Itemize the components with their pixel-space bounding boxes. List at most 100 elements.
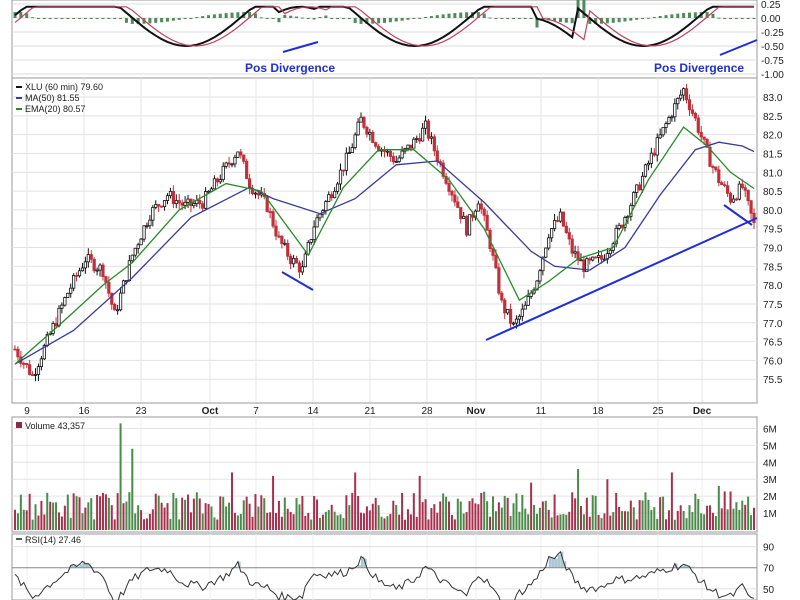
volume-bar bbox=[500, 507, 503, 530]
candle-body bbox=[608, 249, 612, 255]
volume-bar bbox=[735, 502, 738, 530]
candle-body bbox=[168, 190, 173, 197]
volume-bar bbox=[292, 514, 295, 530]
candle-body bbox=[731, 198, 736, 203]
candle-body bbox=[42, 345, 46, 360]
volume-bar bbox=[538, 507, 541, 530]
volume-bar bbox=[22, 509, 25, 530]
candle-body bbox=[294, 258, 299, 264]
osc-histogram-bar bbox=[676, 13, 680, 18]
candle-body bbox=[514, 318, 519, 324]
volume-bar bbox=[430, 508, 433, 530]
trendline-support bbox=[485, 217, 758, 341]
legend-label: EMA(20) 80.57 bbox=[25, 104, 86, 114]
legend-label: RSI(14) 27.46 bbox=[25, 535, 81, 545]
volume-bar bbox=[744, 504, 747, 530]
candle-body bbox=[72, 274, 76, 289]
osc-histogram-bar bbox=[318, 16, 322, 18]
candle-body bbox=[165, 195, 170, 201]
candle-body bbox=[239, 151, 243, 156]
osc-histogram-bar bbox=[324, 15, 328, 18]
osc-histogram-bar bbox=[435, 15, 439, 18]
candle-body bbox=[743, 187, 747, 191]
rsi-legend: RSI(14) 27.46 bbox=[16, 535, 81, 545]
osc-histogram-bar bbox=[482, 13, 486, 18]
candle-body bbox=[673, 103, 677, 118]
candle-body bbox=[206, 190, 211, 193]
volume-bar bbox=[571, 492, 574, 530]
osc-histogram-bar bbox=[588, 18, 592, 24]
rsi-ytick-label: 90 bbox=[763, 543, 775, 554]
candle-body bbox=[746, 189, 750, 202]
candle-body bbox=[494, 255, 498, 269]
volume-bar bbox=[474, 503, 477, 530]
volume-bar bbox=[621, 511, 624, 530]
osc-histogram-bar bbox=[119, 18, 123, 19]
osc-histogram-bar bbox=[171, 18, 175, 21]
volume-bar bbox=[533, 504, 536, 530]
volume-bar bbox=[163, 507, 166, 530]
volume-bar bbox=[137, 505, 140, 530]
volume-bar bbox=[25, 510, 28, 530]
osc-histogram-bar bbox=[195, 17, 199, 19]
osc-histogram-bar bbox=[36, 18, 40, 19]
candle-body bbox=[511, 322, 516, 325]
osc-histogram-bar bbox=[594, 18, 598, 24]
osc-histogram-bar bbox=[212, 14, 216, 18]
volume-bar bbox=[445, 496, 448, 530]
osc-ytick-label: -0.25 bbox=[761, 28, 784, 39]
osc-histogram-bar bbox=[359, 18, 363, 24]
rsi-line bbox=[14, 550, 755, 600]
volume-bar bbox=[612, 512, 615, 530]
candle-body bbox=[51, 323, 55, 334]
candle-body bbox=[57, 307, 61, 327]
osc-ytick-label: 0.25 bbox=[761, 0, 781, 11]
volume-bar bbox=[178, 519, 181, 530]
volume-bar bbox=[465, 512, 468, 530]
candle-body bbox=[508, 308, 513, 324]
volume-bar bbox=[562, 514, 565, 530]
volume-bar bbox=[383, 518, 386, 530]
volume-bar bbox=[688, 505, 691, 530]
candle-body bbox=[315, 217, 319, 228]
osc-histogram-bar bbox=[72, 18, 76, 19]
candle-body bbox=[365, 126, 369, 135]
volume-bar bbox=[404, 519, 407, 530]
osc-histogram-bar bbox=[752, 18, 756, 19]
volume-bar bbox=[506, 497, 509, 530]
volume-bar bbox=[717, 486, 720, 530]
volume-bar bbox=[450, 514, 453, 530]
candle-body bbox=[180, 202, 184, 206]
candle-body bbox=[423, 120, 428, 129]
volume-bar bbox=[653, 507, 656, 530]
candle-body bbox=[526, 296, 530, 306]
rsi-ytick-label: 70 bbox=[763, 564, 775, 575]
candle-body bbox=[236, 151, 240, 158]
osc-histogram-bar bbox=[611, 18, 615, 23]
volume-bar bbox=[272, 475, 275, 530]
volume-bar bbox=[629, 500, 632, 530]
volume-bar bbox=[365, 506, 368, 530]
osc-histogram-bar bbox=[60, 18, 64, 19]
volume-bar bbox=[225, 506, 228, 530]
osc-histogram-bar bbox=[271, 18, 275, 19]
osc-histogram-bar bbox=[277, 18, 281, 23]
volume-bar bbox=[650, 509, 653, 530]
candle-body bbox=[708, 146, 712, 167]
osc-histogram-bar bbox=[130, 18, 134, 24]
candle-body bbox=[714, 166, 718, 171]
candle-body bbox=[347, 152, 351, 154]
volume-bar bbox=[181, 497, 184, 530]
candle-body bbox=[377, 145, 381, 152]
osc-histogram-bar bbox=[517, 18, 521, 19]
rsi-panel: RSI(14) 27.46 90 70 50 bbox=[11, 533, 775, 600]
osc-histogram-bar bbox=[429, 16, 433, 18]
volume-bar bbox=[541, 501, 544, 530]
candle-body bbox=[101, 264, 105, 277]
osc-histogram-bar bbox=[717, 17, 721, 19]
candle-body bbox=[517, 315, 521, 320]
oscillator-line-red bbox=[14, 6, 754, 47]
volume-bar bbox=[304, 515, 307, 530]
volume-bar bbox=[52, 502, 55, 530]
